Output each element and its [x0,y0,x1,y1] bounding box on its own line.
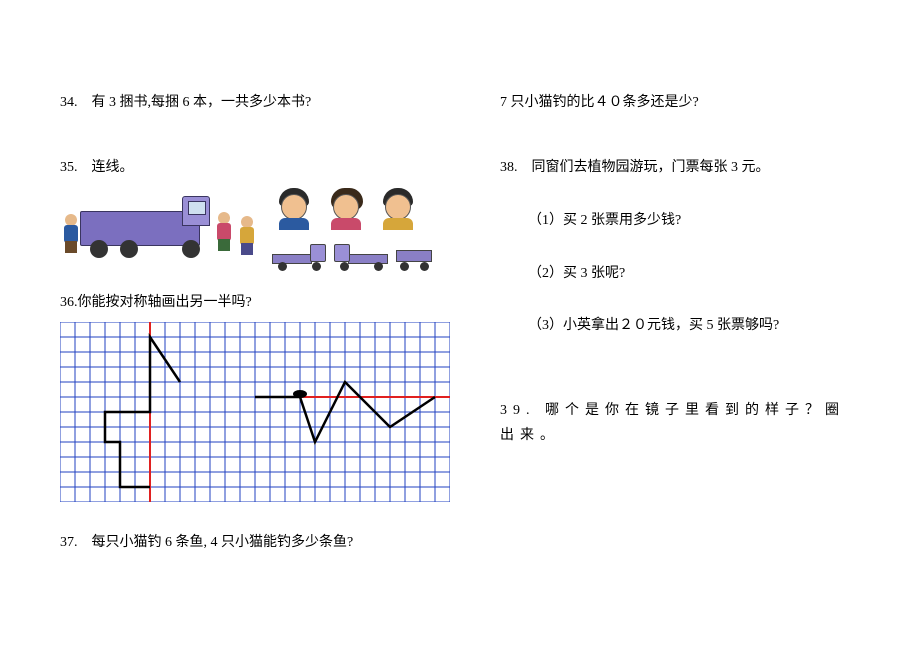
mini-truck-icon [334,242,388,270]
question-38: 38. 同窗们去植物园游玩，门票每张 3 元。 [500,155,860,180]
matching-illustration [60,186,430,276]
truck-cab [182,196,210,226]
right-column: 7 只小猫钓的比４０条多还是少? 38. 同窗们去植物园游玩，门票每张 3 元。… [500,90,860,573]
face-icon [330,188,362,228]
question-38-1: （1）买 2 张票用多少钱? [528,210,860,232]
question-38-3: （3）小英拿出２０元钱，买 5 张票够吗? [528,315,860,337]
question-37b: 7 只小猫钓的比４０条多还是少? [500,90,860,115]
question-34: 34. 有 3 捆书,每捆 6 本，一共多少本书? [60,90,450,115]
left-column: 34. 有 3 捆书,每捆 6 本，一共多少本书? 35. 连线。 36.你能按… [60,90,450,573]
person-icon [238,216,256,254]
two-column-layout: 34. 有 3 捆书,每捆 6 本，一共多少本书? 35. 连线。 36.你能按… [60,90,860,573]
face-icon [278,188,310,228]
mini-truck-icon [272,242,326,270]
grid-svg [60,322,450,502]
truck-wheel-icon [120,240,138,258]
question-35: 35. 连线。 [60,155,450,180]
question-39: 39. 哪个是你在镜子里看到的样子？圈出来。 [500,398,860,448]
face-icon [382,188,414,228]
truck-wheel-icon [182,240,200,258]
person-icon [62,214,80,252]
truck-wheel-icon [90,240,108,258]
mini-truck-icon [396,242,432,270]
question-38-2: （2）买 3 张呢? [528,263,860,285]
question-36: 36.你能按对称轴画出另一半吗? [60,290,450,315]
symmetry-grid [60,322,450,502]
person-icon [215,212,233,250]
question-37: 37. 每只小猫钓 6 条鱼, 4 只小猫能钓多少条鱼? [60,530,450,555]
